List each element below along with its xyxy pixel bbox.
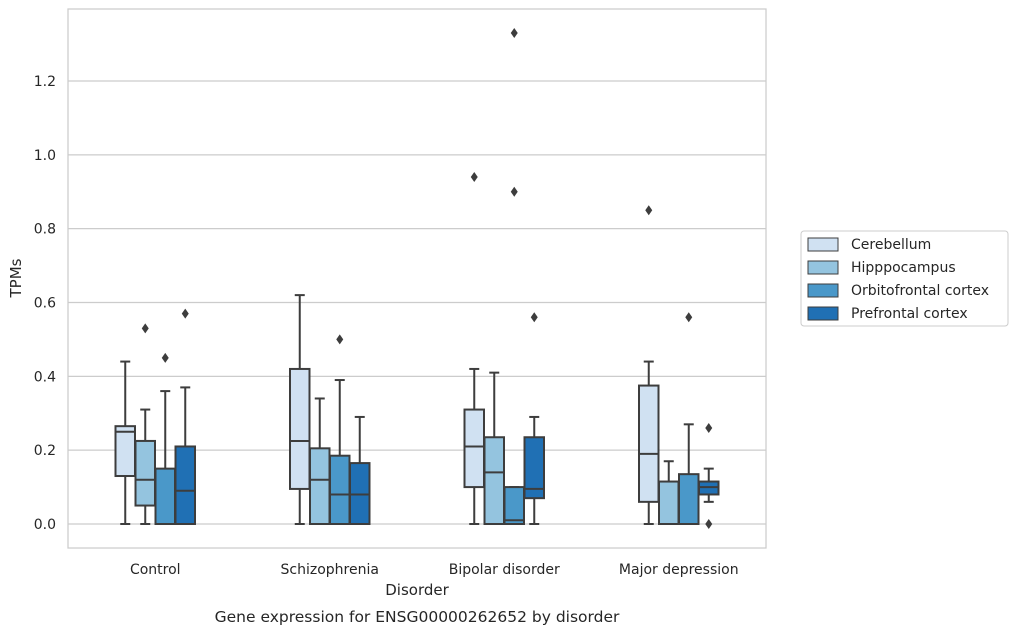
outlier-point xyxy=(510,186,518,197)
y-tick-label: 0.8 xyxy=(34,222,56,238)
box-iqr xyxy=(523,436,545,500)
box-iqr xyxy=(658,480,680,526)
outlier-point xyxy=(530,312,538,323)
legend-label: Orbitofrontal cortex xyxy=(851,283,989,299)
legend-frame xyxy=(800,230,1009,327)
box-iqr xyxy=(154,467,176,526)
box-prefrontal-cortex xyxy=(698,423,720,530)
legend-label: Cerebellum xyxy=(851,237,931,253)
box-iqr xyxy=(309,447,331,526)
outlier-point xyxy=(470,171,478,182)
outlier-point xyxy=(336,334,344,345)
box-prefrontal-cortex xyxy=(349,415,371,526)
plot-area-frame xyxy=(67,8,767,549)
box-iqr xyxy=(134,439,156,507)
legend-swatch xyxy=(807,237,839,252)
box-cerebellum xyxy=(289,294,311,526)
box-cerebellum xyxy=(463,171,485,526)
y-tick-label: 1.2 xyxy=(34,74,56,90)
box-iqr xyxy=(289,367,311,490)
box-iqr xyxy=(114,425,136,478)
x-tick-label: Bipolar disorder xyxy=(449,562,560,578)
y-tick-label: 0.4 xyxy=(34,369,56,385)
outlier-point xyxy=(161,352,169,363)
box-iqr xyxy=(463,408,485,489)
box-iqr xyxy=(638,384,660,503)
x-tick-label: Schizophrenia xyxy=(281,562,379,578)
box-hipppocampus xyxy=(483,371,505,526)
box-iqr xyxy=(483,436,505,526)
box-series xyxy=(114,27,720,530)
outlier-point xyxy=(705,423,713,434)
box-prefrontal-cortex xyxy=(174,308,196,526)
box-cerebellum xyxy=(114,360,136,526)
box-iqr xyxy=(678,473,700,526)
outlier-point xyxy=(510,27,518,38)
x-tick-label: Control xyxy=(130,562,181,578)
y-tick-label: 0.6 xyxy=(34,295,56,311)
box-iqr xyxy=(329,454,351,526)
legend-swatch xyxy=(807,283,839,298)
outlier-point xyxy=(141,323,149,334)
y-tick-label: 1.0 xyxy=(34,148,56,164)
y-axis-ticks: 0.0 0.2 0.4 0.6 0.8 1.0 1.2 xyxy=(34,74,56,533)
legend-swatch xyxy=(807,306,839,321)
box-iqr xyxy=(503,486,525,526)
y-tick-label: 0.0 xyxy=(34,517,56,533)
outlier-point xyxy=(705,519,713,530)
legend: Cerebellum Hipppocampus Orbitofrontal cort… xyxy=(800,230,1009,327)
box-prefrontal-cortex xyxy=(523,312,545,526)
legend-label: Prefrontal cortex xyxy=(851,306,968,322)
outlier-point xyxy=(685,312,693,323)
box-orbitofrontal-cortex xyxy=(503,27,525,526)
box-cerebellum xyxy=(638,205,660,526)
outlier-point xyxy=(645,205,653,216)
x-axis-label: Disorder xyxy=(385,581,449,599)
box-iqr xyxy=(174,445,196,526)
x-axis-ticks: Control Schizophrenia Bipolar disorder Majo… xyxy=(130,562,739,578)
y-axis-label: TPMs xyxy=(7,258,25,298)
legend-swatch xyxy=(807,260,839,275)
box-orbitofrontal-cortex xyxy=(678,312,700,526)
outlier-point xyxy=(181,308,189,319)
chart-caption: Gene expression for ENSG00000262652 by d… xyxy=(215,608,620,626)
box-hipppocampus xyxy=(309,397,331,526)
x-tick-label: Major depression xyxy=(619,562,739,578)
legend-label: Hipppocampus xyxy=(851,260,956,276)
y-tick-label: 0.2 xyxy=(34,443,56,459)
